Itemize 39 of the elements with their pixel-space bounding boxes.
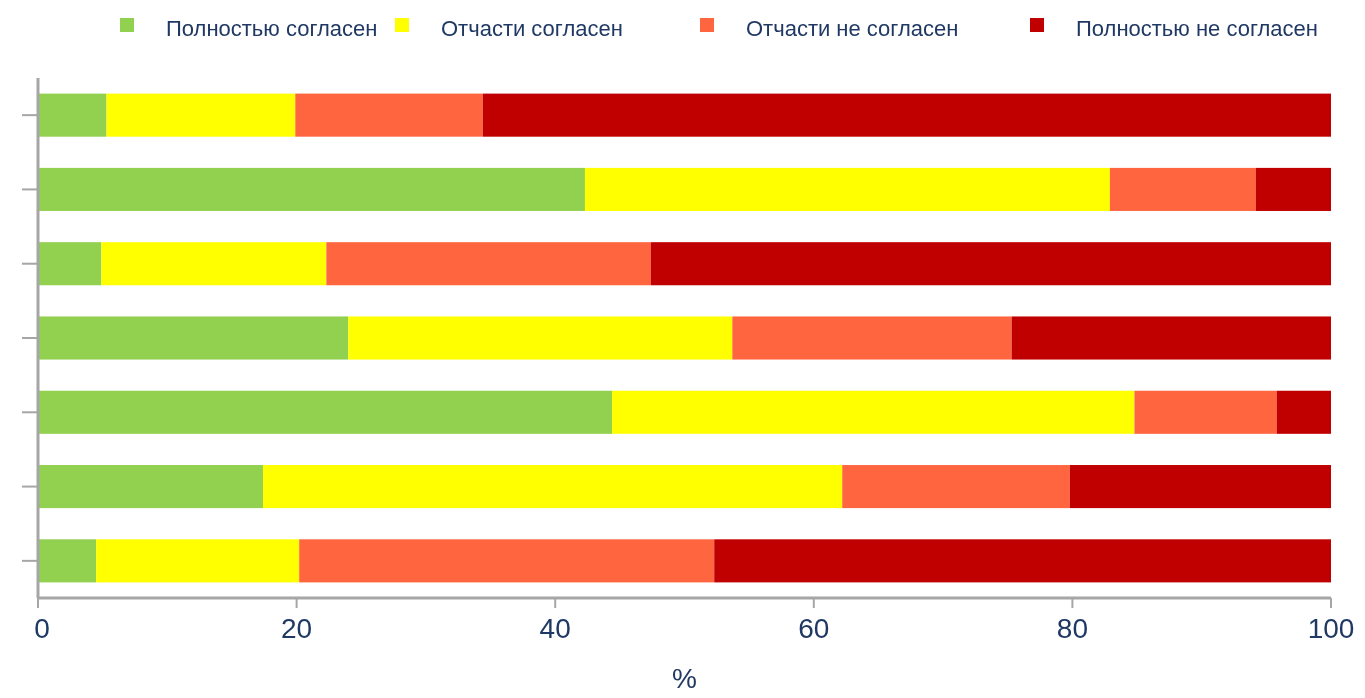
bar bbox=[38, 539, 97, 583]
bar bbox=[612, 390, 1135, 434]
bar bbox=[842, 465, 1070, 509]
x-tick-label: 100 bbox=[1307, 613, 1355, 644]
bar bbox=[1256, 167, 1331, 211]
bar bbox=[1011, 316, 1331, 360]
bar bbox=[1069, 465, 1331, 509]
bar bbox=[101, 242, 327, 286]
x-tick-label: 0 bbox=[34, 613, 50, 644]
legend-label: Полностью не согласен bbox=[1076, 16, 1318, 41]
bar bbox=[38, 316, 349, 360]
bar bbox=[714, 539, 1331, 583]
bar bbox=[1109, 167, 1257, 211]
bar bbox=[348, 316, 733, 360]
bar bbox=[584, 167, 1110, 211]
x-tick-label: 20 bbox=[281, 613, 313, 644]
bar bbox=[732, 316, 1012, 360]
bar bbox=[106, 93, 296, 137]
bar bbox=[38, 465, 263, 509]
bar bbox=[38, 390, 613, 434]
bar bbox=[650, 242, 1331, 286]
bar bbox=[96, 539, 300, 583]
bar bbox=[295, 93, 483, 137]
bar bbox=[326, 242, 651, 286]
x-axis-title: % bbox=[672, 663, 697, 694]
bar bbox=[1134, 390, 1277, 434]
bar bbox=[38, 242, 102, 286]
bar bbox=[482, 93, 1331, 137]
legend-label: Отчасти не согласен bbox=[746, 16, 959, 41]
legend-label: Отчасти согласен bbox=[441, 16, 623, 41]
bar bbox=[299, 539, 715, 583]
bar bbox=[262, 465, 843, 509]
legend-label: Полностью согласен bbox=[166, 16, 378, 41]
bar bbox=[38, 93, 107, 137]
bar bbox=[1276, 390, 1331, 434]
bar bbox=[38, 167, 585, 211]
x-tick-label: 40 bbox=[539, 613, 571, 644]
x-tick-label: 80 bbox=[1056, 613, 1088, 644]
x-tick-label: 60 bbox=[798, 613, 830, 644]
